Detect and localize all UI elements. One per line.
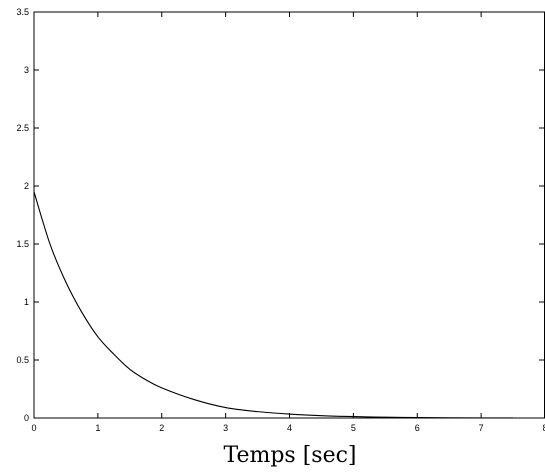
x-tick-label: 0 <box>31 423 36 433</box>
y-tick-label: 1.5 <box>16 239 29 249</box>
plot-frame <box>33 11 545 419</box>
x-tick-label: 3 <box>223 423 228 433</box>
y-tick-label: 0 <box>24 413 29 423</box>
x-tick-label: 2 <box>159 423 164 433</box>
x-tick-label: 7 <box>479 423 484 433</box>
x-tick-label: 8 <box>542 423 545 433</box>
x-tick-label: 5 <box>351 423 356 433</box>
y-tick-label: 3.5 <box>16 7 29 17</box>
y-tick-label: 3 <box>24 65 29 75</box>
series-line <box>33 191 514 419</box>
x-tick-label: 6 <box>415 423 420 433</box>
x-axis-title: Temps [sec] <box>223 443 356 468</box>
x-tick-label: 1 <box>95 423 100 433</box>
y-tick-label: 2.5 <box>16 123 29 133</box>
x-axis-ticks: 0 1 2 3 4 5 6 7 8 <box>31 12 545 433</box>
plot-area <box>33 11 545 419</box>
y-tick-label: 2 <box>24 181 29 191</box>
y-tick-label: 0.5 <box>16 355 29 365</box>
series-layer <box>33 191 514 419</box>
x-tick-label: 4 <box>287 423 292 433</box>
y-axis-ticks: 0 0.5 1 1.5 2 2.5 3 3.5 <box>16 7 544 423</box>
y-tick-label: 1 <box>24 297 29 307</box>
